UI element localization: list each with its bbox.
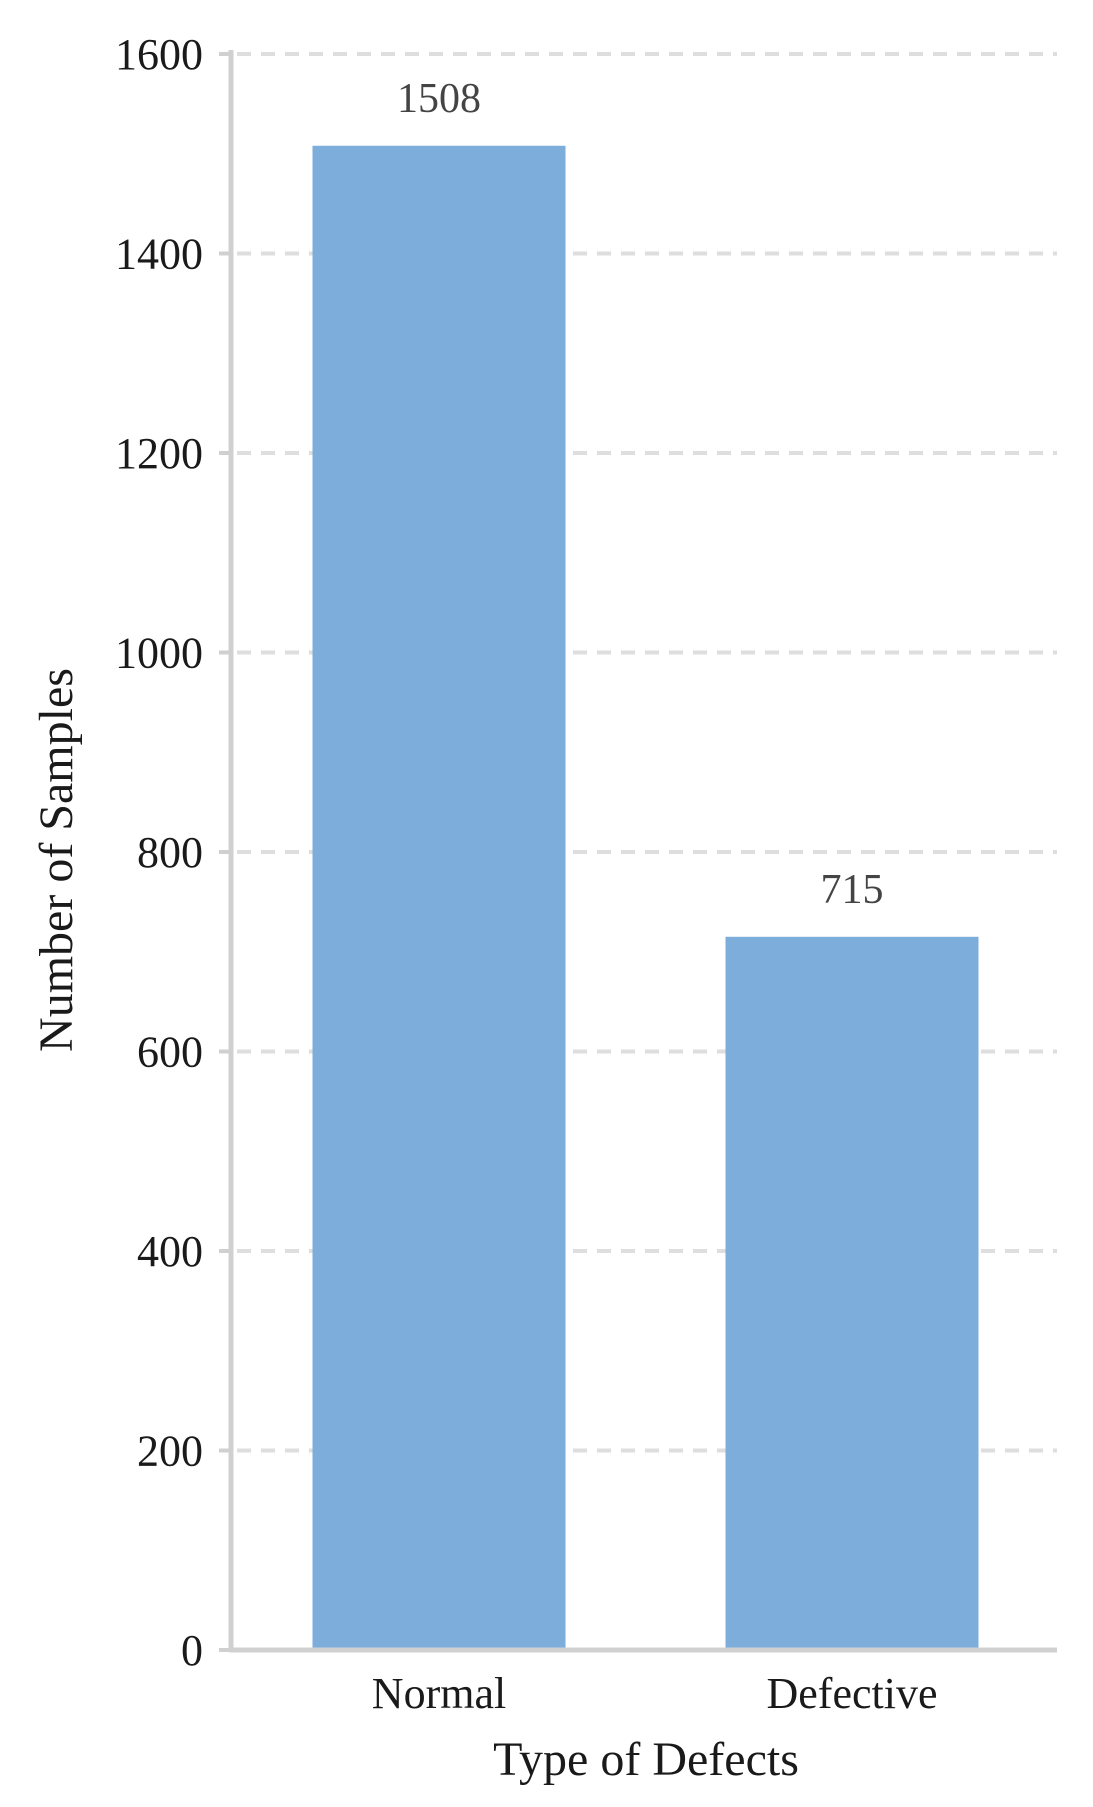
y-tick-labels: 0 200 400 600 800 1000 1200 1400 1600 [115, 30, 231, 1675]
y-tick-label: 1200 [115, 429, 203, 478]
x-tick-label: Normal [372, 1669, 506, 1718]
bar [312, 145, 566, 1650]
y-tick-label: 600 [137, 1028, 203, 1077]
y-tick-label: 1600 [115, 30, 203, 79]
data-label: 1508 [397, 76, 481, 122]
x-tick-labels: Normal Defective [372, 1669, 938, 1718]
data-labels: 1508 715 [397, 76, 884, 913]
y-tick-label: 800 [137, 828, 203, 877]
y-tick-label: 1400 [115, 230, 203, 279]
y-tick-label: 0 [181, 1626, 203, 1675]
bar [725, 936, 979, 1650]
x-axis-title: Type of Defects [493, 1733, 799, 1786]
y-tick-label: 200 [137, 1427, 203, 1476]
x-tick-label: Defective [767, 1669, 938, 1718]
y-axis-title: Number of Samples [30, 668, 83, 1052]
bars [312, 145, 979, 1650]
y-tick-label: 1000 [115, 629, 203, 678]
y-tick-label: 400 [137, 1227, 203, 1276]
data-label: 715 [821, 867, 884, 913]
